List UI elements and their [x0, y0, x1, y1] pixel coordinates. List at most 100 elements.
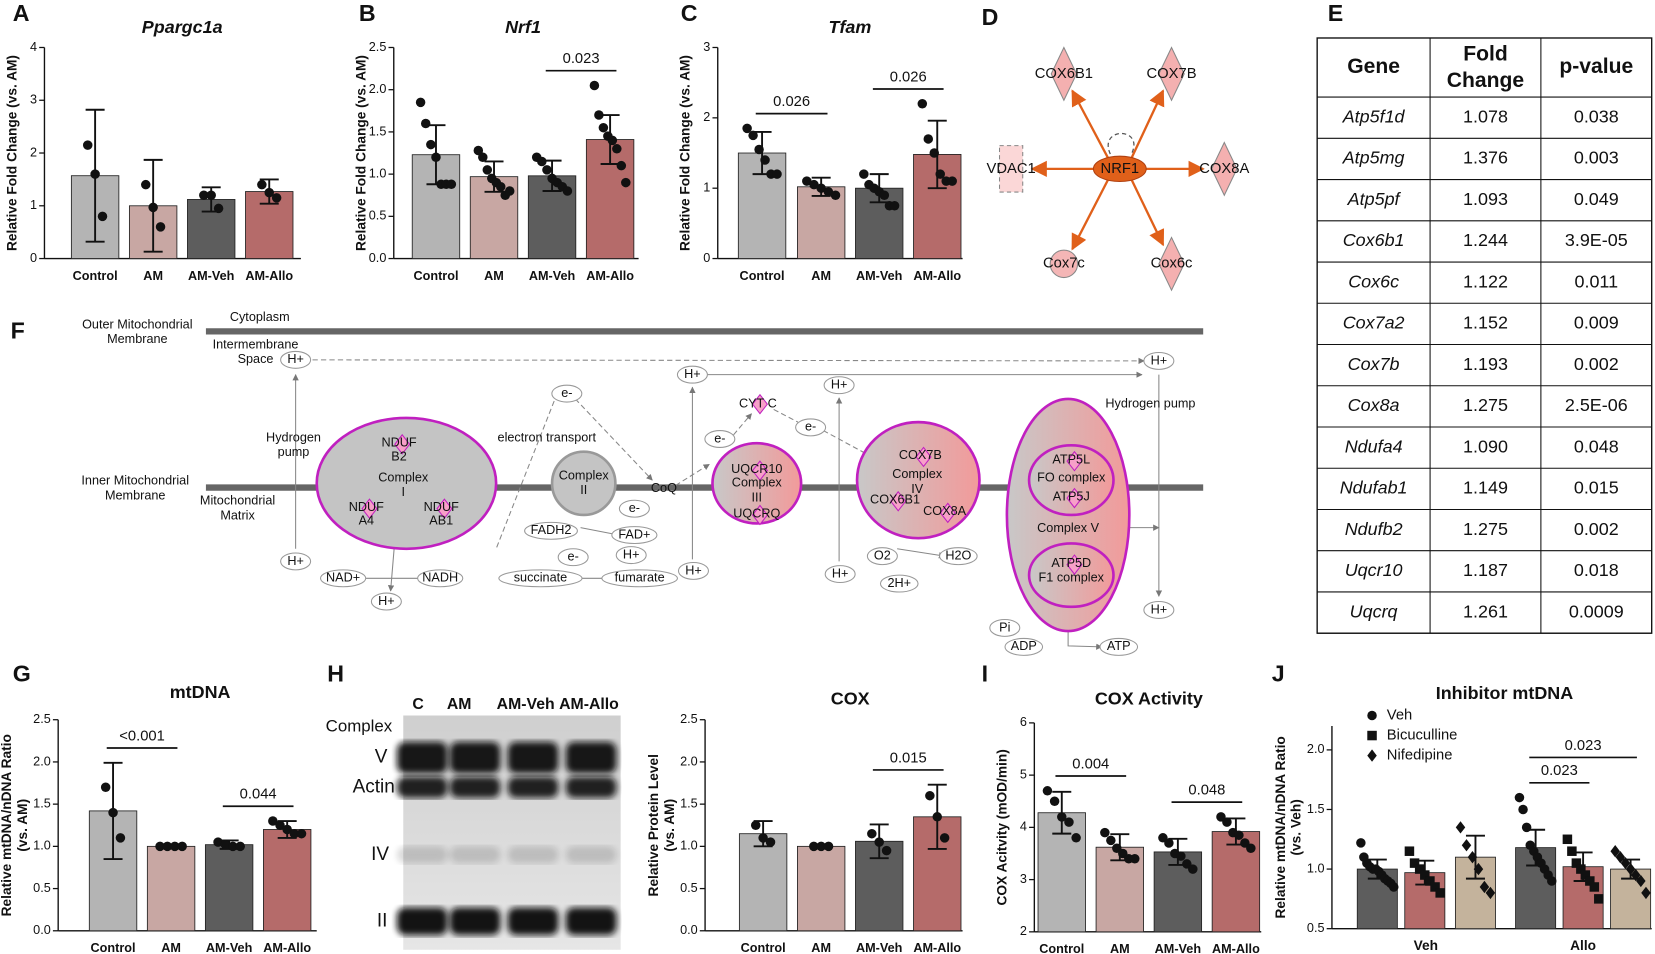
point [939, 833, 950, 843]
table-cell: 0.018 [1574, 560, 1619, 580]
molecule-label: H+ [684, 367, 701, 381]
point [537, 156, 547, 167]
point [594, 110, 604, 120]
point [935, 169, 945, 179]
table-cell: Ndufb2 [1345, 519, 1403, 539]
subunit-marker [361, 498, 378, 520]
table-cell: 1.152 [1463, 313, 1508, 333]
table-cell: 0.038 [1574, 106, 1619, 126]
network-center [1092, 155, 1147, 183]
point [772, 169, 782, 179]
point [748, 130, 758, 141]
point [282, 824, 292, 835]
y-tick-label: 2 [30, 145, 37, 159]
x-tick-label: AM [143, 269, 163, 283]
complex [550, 450, 617, 517]
point [504, 186, 515, 196]
p-value-label: 0.023 [1541, 763, 1578, 779]
molecule [939, 547, 978, 566]
point [1461, 839, 1472, 852]
molecule-label: O2 [874, 548, 891, 562]
y-tick-label: 0 [703, 251, 710, 265]
y-tick-label: 1.0 [369, 166, 387, 180]
point [199, 190, 209, 200]
point [1594, 894, 1604, 904]
point [415, 97, 426, 108]
table-cell: Atp5mg [1342, 148, 1405, 168]
complex-label: Complex V [1037, 521, 1099, 535]
network-label: Cox6c [1151, 256, 1193, 272]
molecule [1099, 637, 1139, 656]
blot-row-label: Complex [326, 717, 393, 736]
y-tick-label: 2.5 [369, 40, 387, 54]
point [108, 807, 118, 818]
point [802, 176, 812, 186]
point [867, 828, 877, 839]
point [1567, 846, 1577, 856]
table-header: Gene [1347, 55, 1400, 78]
molecule-label: fumarate [615, 571, 665, 585]
x-tick-label: Control [413, 269, 458, 283]
x-tick-label: AM [1110, 942, 1130, 954]
molecule-label: H+ [287, 352, 304, 366]
molecule [879, 574, 919, 593]
panel-letter: E [1328, 0, 1343, 26]
molecule-label: H+ [1151, 353, 1168, 367]
molecule [1004, 637, 1044, 656]
point [1188, 864, 1198, 874]
blot-band [507, 776, 559, 798]
molecule-label: e- [629, 501, 640, 515]
y-tick-label: 4 [1020, 820, 1027, 834]
point [621, 177, 631, 188]
y-tick-label: 3 [1020, 872, 1027, 886]
blot-band [396, 907, 448, 936]
point [177, 841, 187, 852]
point [1518, 804, 1528, 815]
y-axis-label: Relative mtDNA/nDNA Ratio [1273, 736, 1288, 918]
complex-label: III [752, 490, 763, 504]
point [1130, 853, 1140, 864]
table-cell: 0.015 [1574, 478, 1619, 498]
molecule-label: H2O [945, 548, 971, 562]
y-tick-label: 3 [30, 93, 37, 107]
molecule [795, 418, 827, 437]
point [874, 837, 884, 847]
point [141, 179, 151, 190]
chart-title: mtDNA [170, 682, 231, 702]
p-value-label: 0.048 [1188, 782, 1225, 798]
complex-label: II [580, 483, 587, 497]
y-tick-label: 0.5 [33, 881, 51, 895]
table-cell: 1.078 [1463, 106, 1508, 126]
y-tick-label: 6 [1020, 715, 1027, 729]
complex-label: I [401, 485, 405, 499]
blot-band-label: II [377, 910, 388, 931]
molecule [823, 376, 855, 395]
molecule-label: H+ [287, 554, 304, 568]
bar [146, 845, 196, 932]
point [816, 841, 826, 852]
table-cell: 1.187 [1463, 560, 1508, 580]
x-tick-label: Allo [1570, 938, 1596, 953]
chart-title: Ppargc1a [142, 17, 223, 37]
molecule [676, 365, 708, 384]
lane-label: C [412, 696, 423, 713]
point [809, 841, 819, 852]
y-tick-label: 0.0 [33, 923, 51, 937]
y-tick-label: 1.5 [33, 796, 51, 810]
y-tick-label: 1.5 [369, 124, 387, 138]
point [97, 211, 108, 222]
blot-band [507, 907, 559, 936]
subunit-marker [939, 502, 956, 524]
sub-complex-label: F1 complex [1039, 571, 1105, 585]
x-tick-label: AM [811, 269, 831, 283]
point [1473, 862, 1484, 876]
point [1042, 786, 1053, 796]
point [275, 820, 285, 831]
point [542, 165, 552, 175]
point [923, 134, 934, 144]
point [925, 790, 935, 801]
molecule [280, 350, 312, 369]
subunit-label: NDUF [349, 500, 384, 514]
y-tick-label: 2.0 [680, 754, 698, 768]
